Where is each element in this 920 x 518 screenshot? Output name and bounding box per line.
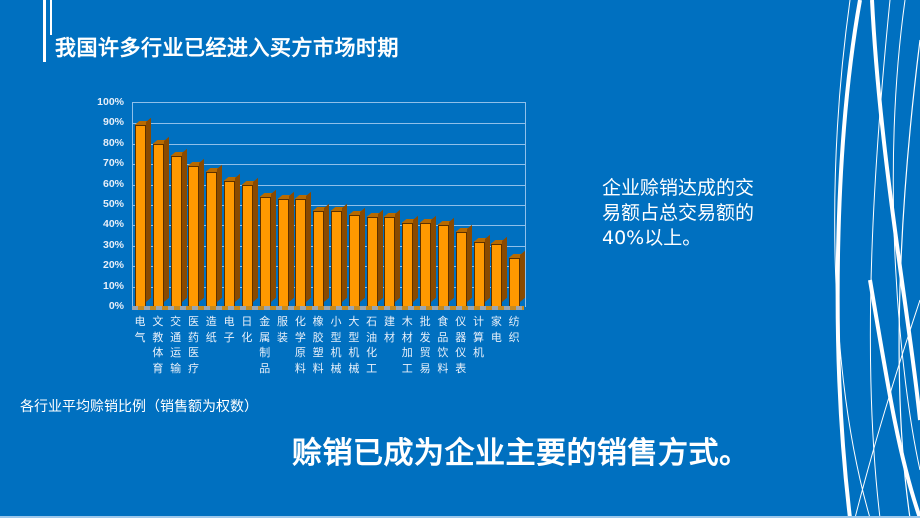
bar <box>188 166 200 307</box>
bar <box>348 215 360 307</box>
plot-area <box>132 102 526 307</box>
category-label: 交通运输 <box>170 315 182 375</box>
conclusion-text: 赊销已成为企业主要的销售方式。 <box>292 436 750 471</box>
bar <box>259 196 271 307</box>
gridline <box>133 123 525 125</box>
category-label: 小型机械 <box>330 315 342 375</box>
y-tick-label: 70% <box>102 157 124 170</box>
y-tick-label: 10% <box>102 279 124 292</box>
gridline <box>133 266 525 268</box>
category-label: 家电 <box>490 315 502 344</box>
chart-floor <box>132 306 524 310</box>
gridline <box>133 245 525 247</box>
bar <box>473 241 485 307</box>
bar <box>366 217 378 307</box>
gridline <box>133 184 525 186</box>
bar <box>170 156 182 307</box>
category-label: 食品饮料 <box>437 315 449 375</box>
bar <box>384 217 396 307</box>
category-label: 建材 <box>383 315 395 344</box>
title-accent-bar-thin <box>50 0 52 35</box>
y-tick-label: 60% <box>102 177 124 190</box>
category-label: 仪器仪表 <box>455 315 467 375</box>
bottom-border <box>0 516 920 518</box>
category-label: 医药医疗 <box>187 315 199 375</box>
title-accent-bar <box>43 0 46 62</box>
bar <box>224 180 236 307</box>
category-label: 石油化工 <box>366 315 378 375</box>
chart-caption: 各行业平均赊销比例（销售额为权数） <box>20 399 258 415</box>
bar <box>295 198 307 307</box>
bar <box>455 231 467 307</box>
bar <box>277 198 289 307</box>
category-label: 批发贸易 <box>419 315 431 375</box>
category-label: 造纸 <box>205 315 217 344</box>
bar-chart: 100% 90% 80% 70% 60% 50% 40% 30% 20% 10% 0% 电气 文教体育… <box>88 96 538 386</box>
bar <box>491 243 503 307</box>
y-tick-label: 0% <box>108 300 124 312</box>
y-tick-label: 90% <box>102 116 124 129</box>
y-tick-label: 80% <box>102 136 124 149</box>
category-label: 日化 <box>241 315 253 344</box>
bar <box>509 258 521 307</box>
bar <box>437 225 449 307</box>
category-label: 橡胶塑料 <box>312 315 324 375</box>
category-label: 服装 <box>277 315 289 344</box>
bar <box>331 211 342 307</box>
bar <box>152 143 164 307</box>
side-note: 企业赊销达成的交易额占总交易额的40%以上。 <box>602 177 755 249</box>
gridline <box>133 205 525 206</box>
bar <box>206 172 218 307</box>
category-label: 计算机 <box>473 315 485 359</box>
y-tick-label: 30% <box>102 238 124 251</box>
category-label: 大型机械 <box>348 315 360 375</box>
y-tick-label: 20% <box>102 259 124 272</box>
bar <box>313 211 325 307</box>
category-label: 化学原料 <box>294 315 306 375</box>
slide-title: 我国许多行业已经进入买方市场时期 <box>55 36 399 60</box>
category-label: 电气 <box>134 315 146 344</box>
decorative-curves-icon <box>834 0 920 518</box>
gridline <box>133 143 525 145</box>
category-label: 金属制品 <box>259 315 271 375</box>
gridline <box>133 164 525 166</box>
y-tick-label: 50% <box>102 198 124 210</box>
category-label: 纺织 <box>508 315 520 344</box>
gridline <box>133 286 525 288</box>
gridline <box>133 225 525 227</box>
bar <box>420 223 432 307</box>
y-tick-label: 40% <box>102 218 124 231</box>
bar <box>402 223 414 307</box>
bar <box>241 184 253 307</box>
bar <box>135 125 146 307</box>
y-tick-label: 100% <box>97 96 124 108</box>
category-label: 木材加工 <box>401 315 413 375</box>
category-label: 电子 <box>223 315 235 344</box>
category-label: 文教体育 <box>152 315 164 375</box>
